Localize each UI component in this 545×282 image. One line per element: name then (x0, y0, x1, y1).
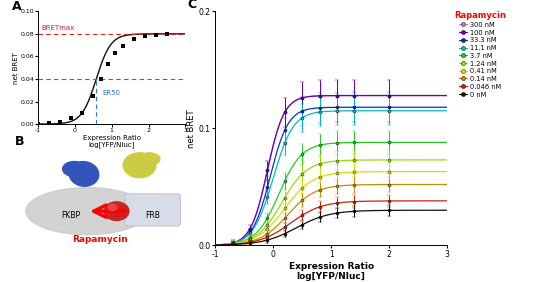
X-axis label: Expression Ratio
log[YFP/Nluc]: Expression Ratio log[YFP/Nluc] (83, 135, 141, 148)
Text: C: C (187, 0, 197, 11)
Text: B: B (15, 135, 25, 148)
Text: ER50: ER50 (102, 90, 120, 96)
Text: FRB: FRB (145, 211, 160, 220)
Ellipse shape (138, 153, 160, 165)
Text: A: A (11, 0, 21, 13)
Text: FKBP: FKBP (61, 211, 81, 220)
Y-axis label: net BRET: net BRET (13, 52, 19, 84)
Circle shape (104, 202, 129, 221)
FancyBboxPatch shape (125, 194, 180, 226)
Ellipse shape (69, 162, 99, 186)
Y-axis label: net BRET: net BRET (186, 109, 196, 147)
Ellipse shape (63, 162, 86, 177)
Text: BRETmax: BRETmax (42, 25, 75, 32)
Text: Rapamycin: Rapamycin (72, 235, 128, 244)
Circle shape (108, 204, 117, 211)
X-axis label: Expression Ratio
log[YFP/Nluc]: Expression Ratio log[YFP/Nluc] (288, 262, 374, 281)
FancyArrowPatch shape (94, 205, 125, 217)
Ellipse shape (26, 188, 148, 235)
Ellipse shape (123, 153, 156, 178)
Legend: 300 nM, 100 nM, 33.3 nM, 11.1 nM, 3.7 nM, 1.24 nM, 0.41 nM, 0.14 nM, 0.046 nM, 0: 300 nM, 100 nM, 33.3 nM, 11.1 nM, 3.7 nM… (452, 10, 507, 99)
